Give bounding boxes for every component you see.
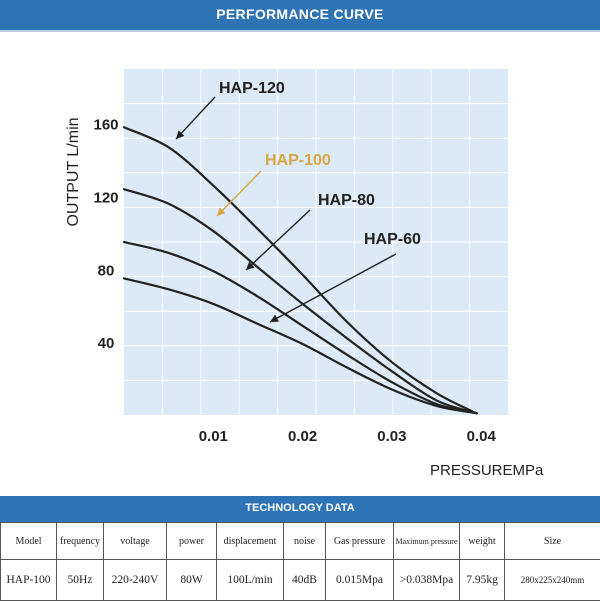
table-row: HAP-100 50Hz 220-240V 80W 100L/min 40dB … xyxy=(1,560,600,601)
x-axis-label: PRESSUREMPa xyxy=(430,462,544,479)
header-displacement: displacement xyxy=(217,523,284,560)
performance-curve-title: PERFORMANCE CURVE xyxy=(0,6,600,22)
header-frequency: frequency xyxy=(57,523,104,560)
cell-power: 80W xyxy=(167,560,217,601)
cell-noise: 40dB xyxy=(284,560,326,601)
technology-data-title: TECHNOLOGY DATA xyxy=(0,502,600,514)
cell-size: 280x225x240mm xyxy=(505,560,600,601)
header-power: power xyxy=(167,523,217,560)
series-label-hap-60: HAP-60 xyxy=(364,231,421,248)
series-label-hap-80: HAP-80 xyxy=(318,192,375,209)
performance-curve-chart: 40 80 120 160 0.01 0.02 0.03 0.04 OUTPUT L/min PR… xyxy=(0,32,600,492)
technology-data-table: Model frequency voltage power displaceme… xyxy=(0,522,600,601)
y-tick-label: 120 xyxy=(93,189,118,206)
x-tick-label: 0.01 xyxy=(199,428,228,445)
technology-data-header: TECHNOLOGY DATA xyxy=(0,496,600,522)
cell-weight: 7.95kg xyxy=(460,560,505,601)
x-tick-label: 0.02 xyxy=(288,428,317,445)
cell-model: HAP-100 xyxy=(1,560,57,601)
header-noise: noise xyxy=(284,523,326,560)
x-tick-label: 0.03 xyxy=(377,428,406,445)
y-tick-label: 40 xyxy=(98,335,115,352)
header-gas-pressure: Gas pressure xyxy=(326,523,394,560)
y-axis-label: OUTPUT L/min xyxy=(65,117,82,226)
cell-displacement: 100L/min xyxy=(217,560,284,601)
series-label-hap-120: HAP-120 xyxy=(219,80,285,97)
performance-curve-header: PERFORMANCE CURVE xyxy=(0,0,600,30)
y-tick-label: 80 xyxy=(98,262,115,279)
x-tick-label: 0.04 xyxy=(467,428,497,445)
header-model: Model xyxy=(1,523,57,560)
cell-gas-pressure: 0.015Mpa xyxy=(326,560,394,601)
cell-voltage: 220-240V xyxy=(104,560,167,601)
y-tick-label: 160 xyxy=(93,117,118,134)
cell-frequency: 50Hz xyxy=(57,560,104,601)
header-maximum-pressure: Maximum pressure xyxy=(394,523,460,560)
header-voltage: voltage xyxy=(104,523,167,560)
header-size: Size xyxy=(505,523,600,560)
header-weight: weight xyxy=(460,523,505,560)
series-label-hap-100: HAP-100 xyxy=(265,152,331,169)
cell-maximum-pressure: >0.038Mpa xyxy=(394,560,460,601)
table-header-row: Model frequency voltage power displaceme… xyxy=(1,523,600,560)
